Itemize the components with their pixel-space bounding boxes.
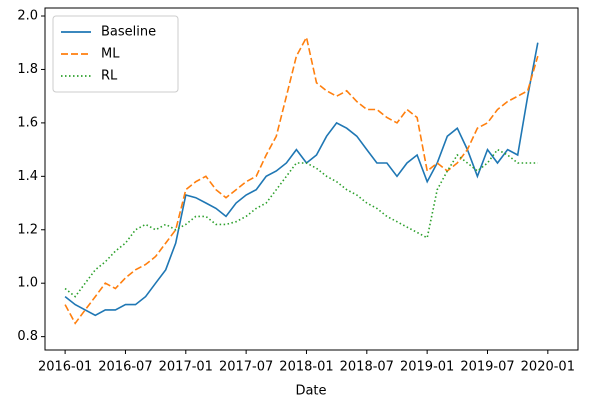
y-tick-label: 2.0 [17,9,38,24]
legend-label: RL [101,69,118,84]
x-tick-label: 2017-01 [159,360,213,375]
x-tick-label: 2018-01 [279,360,333,375]
x-tick-label: 2017-07 [219,360,273,375]
y-tick-label: 1.0 [17,276,38,291]
x-axis-label: Date [295,384,326,399]
x-tick-label: 2020-01 [521,360,575,375]
legend-label: ML [101,47,120,62]
plot-frame [44,7,579,351]
y-tick-label: 0.8 [17,329,38,344]
series-line [64,42,539,317]
y-tick-label: 1.8 [17,62,38,77]
x-tick-label: 2016-01 [38,360,92,375]
x-tick-label: 2019-01 [400,360,454,375]
y-tick-label: 1.2 [17,222,38,237]
y-tick-label: 1.6 [17,115,38,130]
legend-box [52,15,179,93]
x-tick-label: 2018-07 [340,360,394,375]
y-tick-label: 1.4 [17,169,38,184]
x-tick-label: 2016-07 [98,360,152,375]
legend-label: Baseline [101,25,156,40]
series-line [64,148,538,298]
x-tick-label: 2019-07 [460,360,514,375]
